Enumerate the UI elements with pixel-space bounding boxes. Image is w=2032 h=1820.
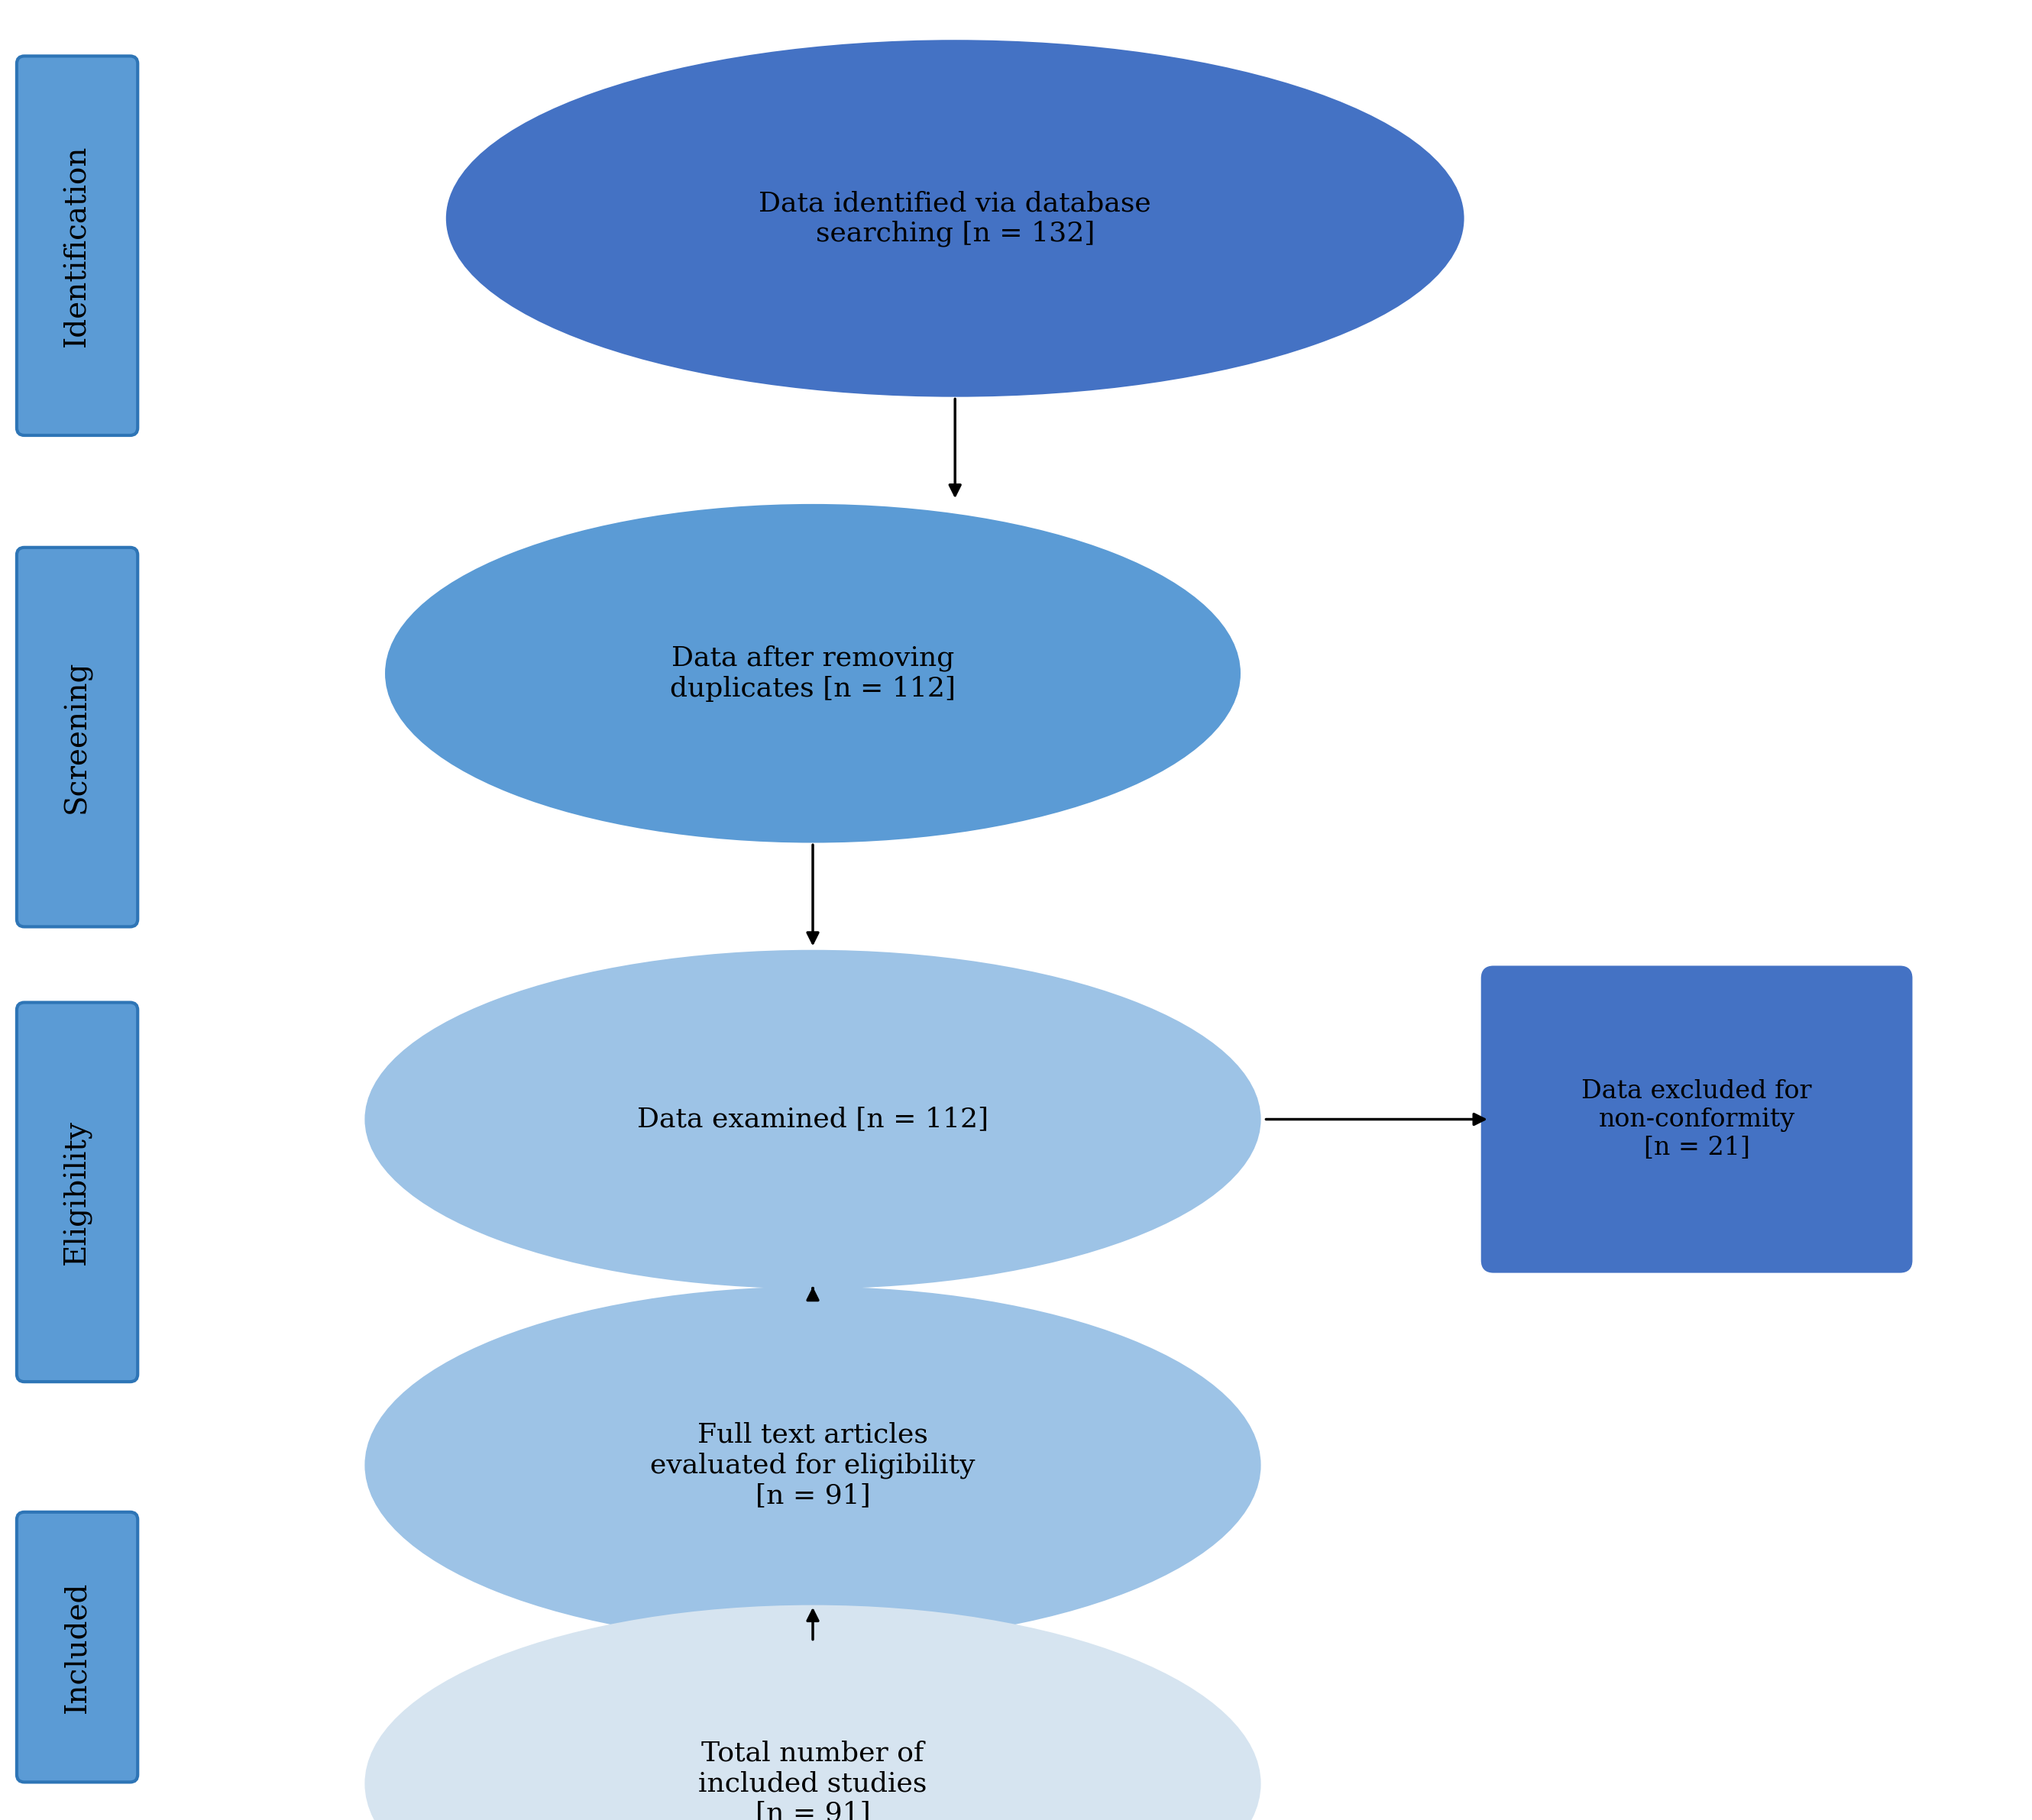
FancyBboxPatch shape [16,56,138,435]
Text: Data examined [n = 112]: Data examined [n = 112] [638,1107,988,1132]
FancyBboxPatch shape [16,1512,138,1782]
FancyBboxPatch shape [1481,966,1912,1272]
Ellipse shape [447,40,1463,397]
Text: Data identified via database
searching [n = 132]: Data identified via database searching [… [758,189,1152,248]
Text: Full text articles
evaluated for eligibility
[n = 91]: Full text articles evaluated for eligibi… [650,1421,975,1509]
Ellipse shape [366,1605,1260,1820]
Ellipse shape [386,504,1240,841]
Text: Data after removing
duplicates [n = 112]: Data after removing duplicates [n = 112] [671,644,955,703]
Text: Data excluded for
non-conformity
[n = 21]: Data excluded for non-conformity [n = 21… [1581,1079,1813,1159]
Ellipse shape [366,950,1260,1289]
FancyBboxPatch shape [16,1003,138,1381]
Ellipse shape [366,1289,1260,1642]
Text: Total number of
included studies
[n = 91]: Total number of included studies [n = 91… [699,1740,927,1820]
Text: Included: Included [63,1582,91,1713]
FancyBboxPatch shape [16,548,138,926]
Text: Eligibility: Eligibility [63,1119,91,1265]
Text: Screening: Screening [63,661,91,814]
Text: Identification: Identification [63,146,91,346]
